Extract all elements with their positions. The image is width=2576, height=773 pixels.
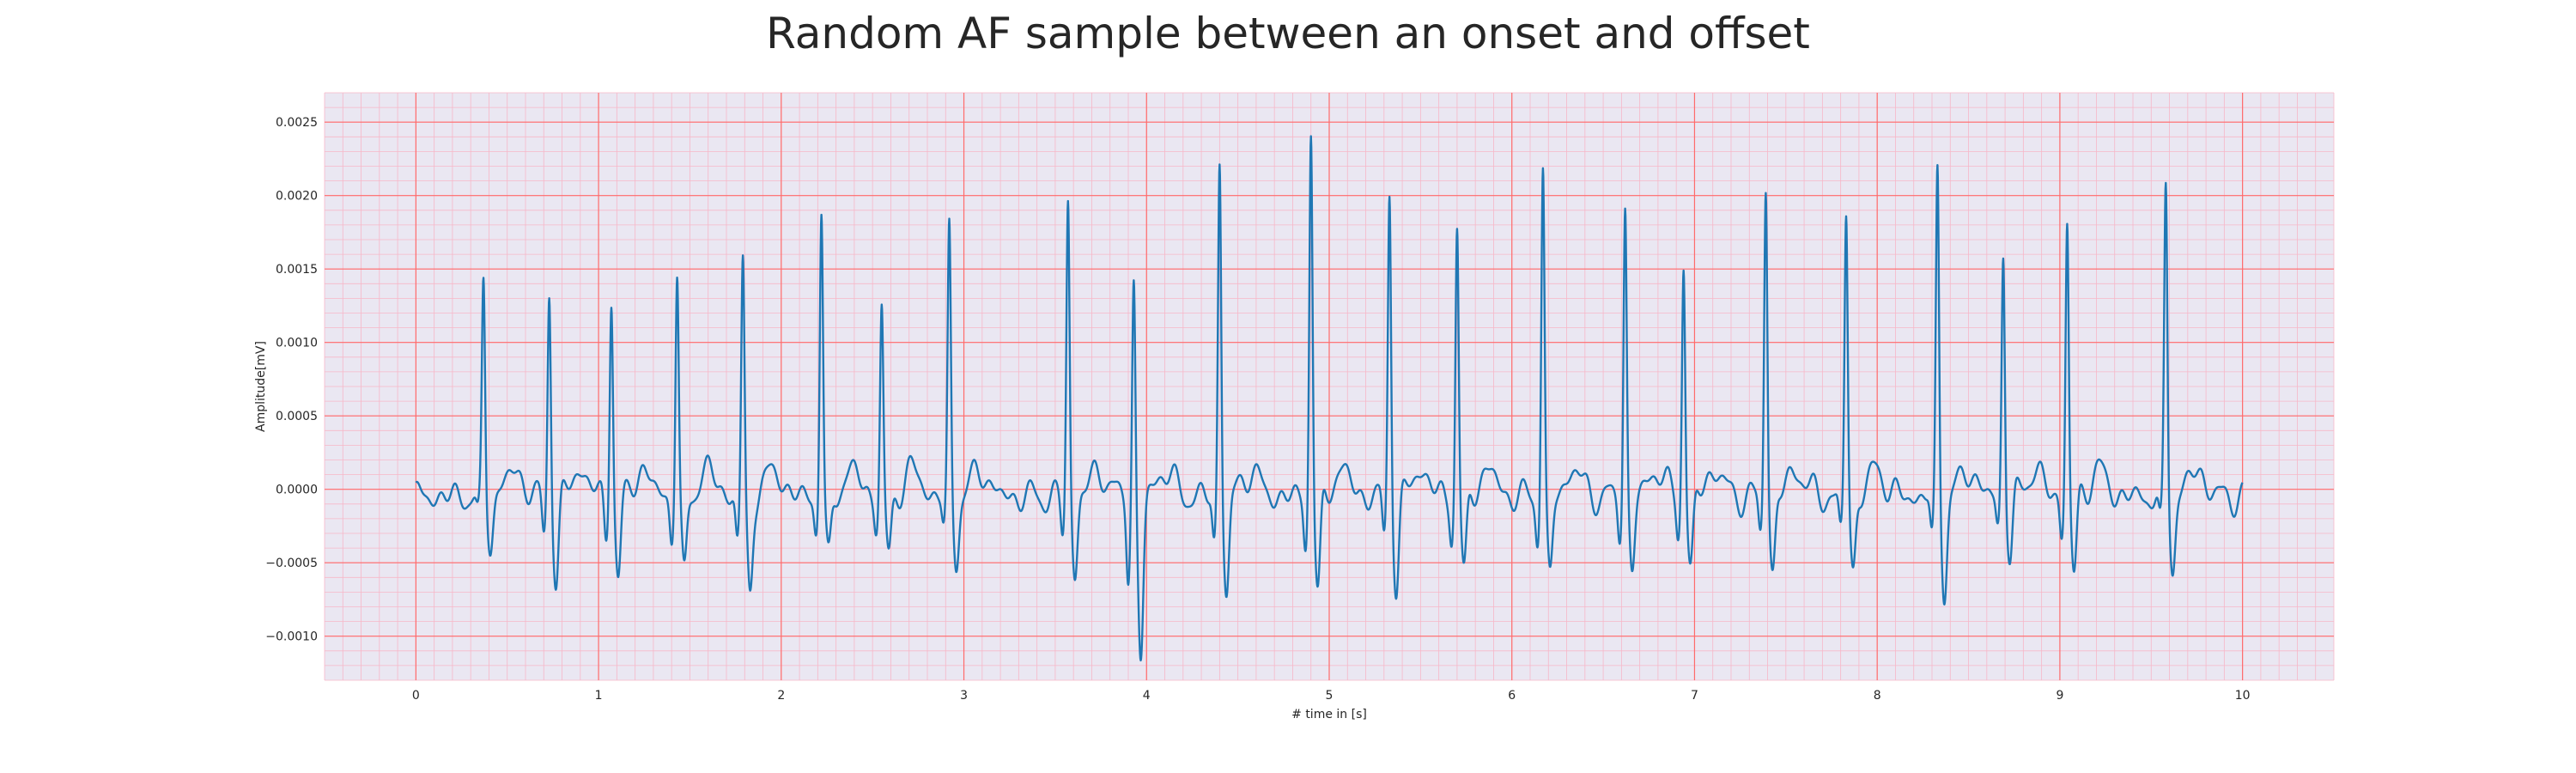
x-tick-label: 10 (2235, 689, 2251, 703)
x-tick-label: 4 (1143, 689, 1151, 703)
x-tick-label: 1 (595, 689, 603, 703)
chart-title: Random AF sample between an onset and of… (766, 9, 1810, 58)
y-tick-label: 0.0005 (276, 410, 318, 423)
x-tick-label: 2 (777, 689, 785, 703)
x-axis-ticks: 0 1 2 3 4 5 6 7 8 9 10 (412, 689, 2251, 703)
series-layer (415, 135, 2244, 662)
y-tick-label: −0.0010 (265, 630, 318, 644)
x-axis-label: # time in [s] (1291, 708, 1367, 721)
x-tick-label: 5 (1326, 689, 1334, 703)
y-axis-label: Amplitude[mV] (254, 341, 268, 432)
ecg-series-line (415, 135, 2244, 662)
x-tick-label: 7 (1691, 689, 1698, 703)
x-tick-label: 9 (2056, 689, 2063, 703)
x-tick-label: 8 (1874, 689, 1881, 703)
x-tick-label: 0 (412, 689, 420, 703)
y-tick-label: 0.0000 (276, 484, 318, 497)
y-tick-label: 0.0025 (276, 116, 318, 130)
y-tick-label: 0.0020 (276, 190, 318, 204)
y-tick-label: −0.0005 (265, 557, 318, 570)
y-tick-label: 0.0010 (276, 337, 318, 350)
plot-area (324, 92, 2335, 681)
x-tick-label: 6 (1508, 689, 1516, 703)
x-tick-label: 3 (960, 689, 968, 703)
y-axis-ticks: −0.0010 −0.0005 0.0000 0.0005 0.0010 0.0015 0.… (265, 116, 318, 644)
y-tick-label: 0.0015 (276, 263, 318, 277)
